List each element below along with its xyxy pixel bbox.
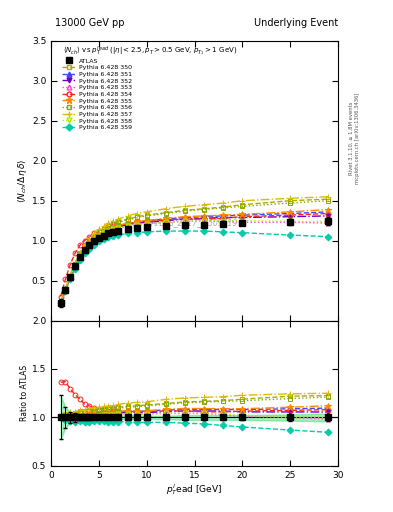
Text: Rivet 3.1.10, ≥ 1.8M events: Rivet 3.1.10, ≥ 1.8M events [349,101,354,175]
Y-axis label: Ratio to ATLAS: Ratio to ATLAS [20,365,29,421]
Legend: ATLAS, Pythia 6.428 350, Pythia 6.428 351, Pythia 6.428 352, Pythia 6.428 353, P: ATLAS, Pythia 6.428 350, Pythia 6.428 35… [60,55,134,133]
X-axis label: $p_T^l$ead [GeV]: $p_T^l$ead [GeV] [166,482,223,498]
Text: $\langle N_{ch}\rangle$ vs $p_T^{lead}$ ($|\eta|< 2.5, p_T > 0.5$ GeV, $p_{T_1} : $\langle N_{ch}\rangle$ vs $p_T^{lead}$ … [62,45,237,58]
Text: mcplots.cern.ch [arXiv:1306.3436]: mcplots.cern.ch [arXiv:1306.3436] [355,93,360,184]
Y-axis label: $\langle N_{ch}/ \Delta\eta\,\delta\rangle$: $\langle N_{ch}/ \Delta\eta\,\delta\rang… [16,159,29,203]
Text: 13000 GeV pp: 13000 GeV pp [55,18,125,28]
Text: ATLAS_2017_I1509919: ATLAS_2017_I1509919 [151,218,238,227]
Text: Underlying Event: Underlying Event [254,18,338,28]
